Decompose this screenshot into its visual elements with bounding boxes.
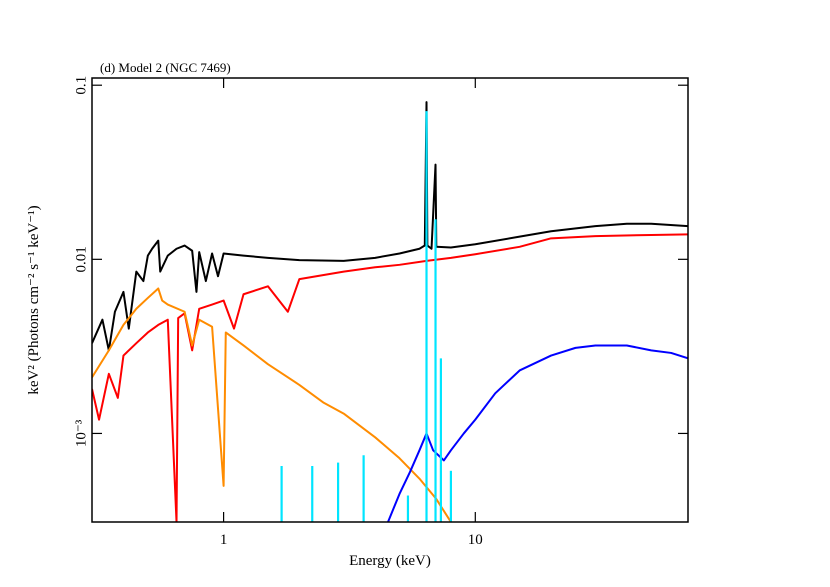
y-tick-label: 0.01 xyxy=(73,246,89,272)
y-tick-label: 0.1 xyxy=(73,76,89,95)
spectrum-line xyxy=(92,233,688,522)
x-axis-label: Energy (keV) xyxy=(349,553,431,569)
y-tick-label: 10⁻³ xyxy=(73,419,89,447)
spectrum-line xyxy=(387,344,688,522)
x-tick-label: 10 xyxy=(468,532,483,548)
frame xyxy=(91,77,689,523)
spectrum-line xyxy=(92,101,688,352)
y-axis-label: keV² (Photons cm⁻² s⁻¹ keV⁻¹) xyxy=(26,205,42,394)
x-tick-label: 1 xyxy=(220,532,228,548)
plot-area xyxy=(92,101,688,522)
chart-title: (d) Model 2 (NGC 7469) xyxy=(100,60,231,75)
spectrum-line xyxy=(92,287,452,522)
